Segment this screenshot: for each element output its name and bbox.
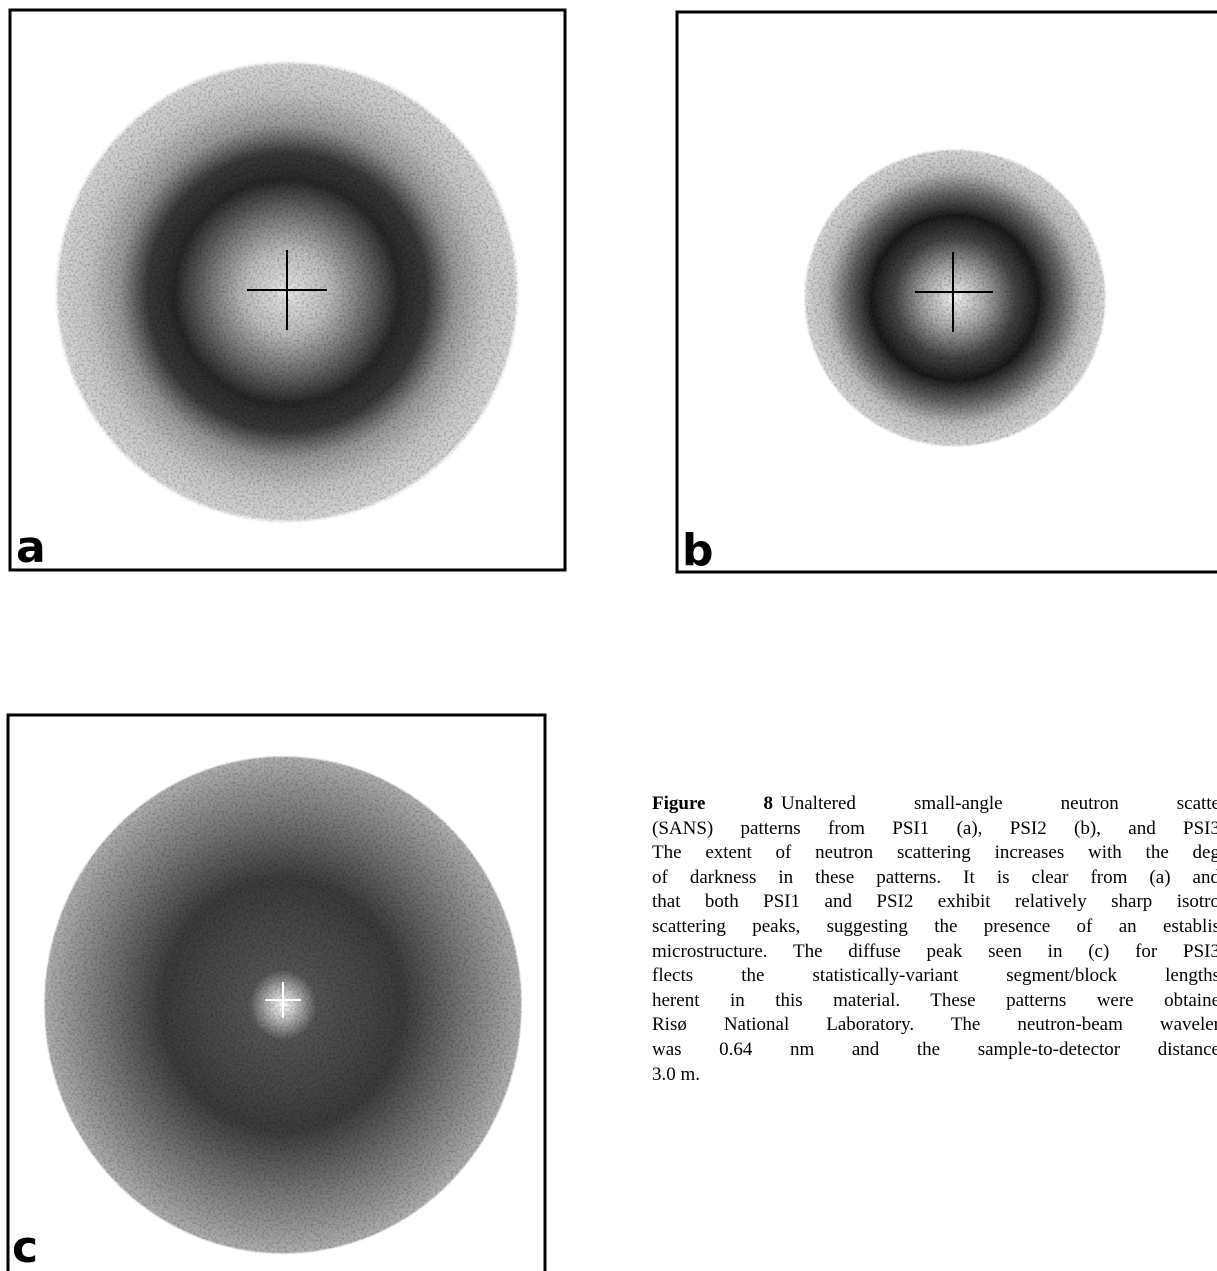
panel-b: b [677,12,1217,576]
caption-line: scattering peaks, suggesting the presenc… [652,915,1217,940]
caption-text: herent in this material. These patterns … [652,990,1217,1011]
panel-label: c [12,1222,38,1271]
caption-line: herent in this material. These patterns … [652,989,1217,1014]
caption-text: flects the statistically-variant segment… [652,965,1217,986]
page: a b c Figure 8 Unaltered small-angle neut… [0,0,1217,1271]
caption-text: 3.0 m. [652,1064,700,1085]
caption-line: Figure 8 Unaltered small-angle neutron sc… [652,792,1217,817]
caption-line: of darkness in these patterns. It is cle… [652,866,1217,891]
caption-line: 3.0 m. [652,1063,1217,1088]
panel-c: c [8,715,545,1271]
caption-text: Unaltered small-angle neutron scatte [781,793,1217,814]
caption: Figure 8 Unaltered small-angle neutron sc… [652,792,1217,1087]
caption-line: was 0.64 nm and the sample-to-detector d… [652,1038,1217,1063]
caption-line: flects the statistically-variant segment… [652,964,1217,989]
caption-text: The extent of neutron scattering increas… [652,842,1217,863]
caption-text: that both PSI1 and PSI2 exhibit relative… [652,891,1217,912]
caption-line: microstructure. The diffuse peak seen in… [652,940,1217,965]
caption-line: (SANS) patterns from PSI1 (a), PSI2 (b),… [652,817,1217,842]
caption-line: The extent of neutron scattering increas… [652,841,1217,866]
caption-text: was 0.64 nm and the sample-to-detector d… [652,1039,1217,1060]
caption-text: Risø National Laboratory. The neutron-be… [652,1014,1217,1035]
caption-text: microstructure. The diffuse peak seen in… [652,941,1217,962]
panel-a: a [10,10,565,573]
figure-label: Figure 8 [652,793,773,814]
scattering-pattern [803,148,1107,448]
panel-label: a [16,522,46,573]
caption-text: of darkness in these patterns. It is cle… [652,867,1217,888]
caption-text: scattering peaks, suggesting the presenc… [652,916,1217,937]
caption-text: (SANS) patterns from PSI1 (a), PSI2 (b),… [652,818,1217,839]
caption-line: that both PSI1 and PSI2 exhibit relative… [652,890,1217,915]
panel-label: b [682,525,714,576]
caption-line: Risø National Laboratory. The neutron-be… [652,1013,1217,1038]
